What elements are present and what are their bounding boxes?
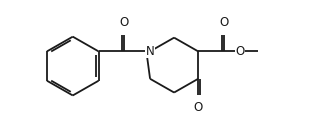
Text: O: O	[120, 16, 129, 29]
Text: N: N	[146, 45, 155, 58]
Text: O: O	[235, 45, 244, 58]
Text: O: O	[219, 16, 228, 29]
Text: O: O	[194, 101, 203, 114]
